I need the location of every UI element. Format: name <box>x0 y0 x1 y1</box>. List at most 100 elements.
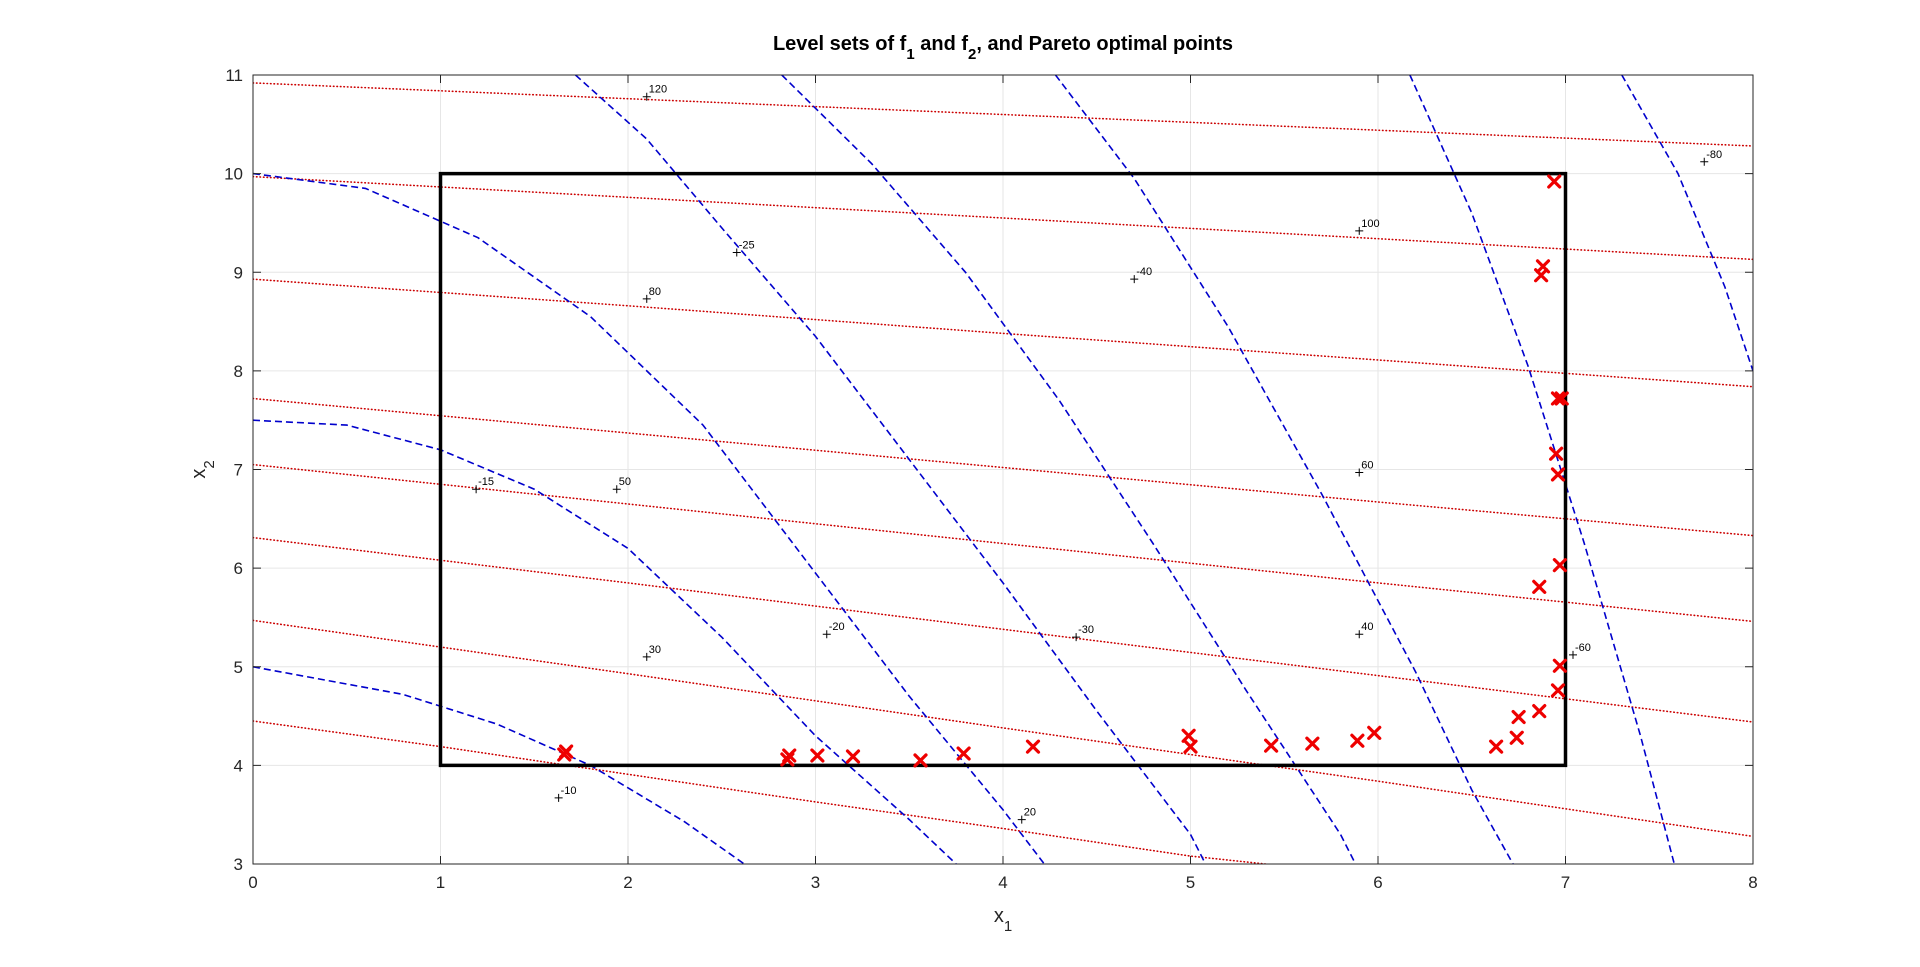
y-tick-label-5: 5 <box>234 658 243 677</box>
title-part-1: 1 <box>906 46 914 63</box>
x-tick-label-5: 5 <box>1186 873 1195 892</box>
pareto-point <box>1547 174 1562 189</box>
f2-contour-60 <box>253 397 1753 537</box>
f1-contour--10 <box>253 666 745 864</box>
contour-label-marker <box>1569 650 1577 659</box>
f1-contour--20 <box>253 172 1045 864</box>
contour-label-50: 50 <box>619 476 631 488</box>
y-tick-label-3: 3 <box>234 855 243 874</box>
x-tick-label-1: 1 <box>436 873 445 892</box>
pareto-point <box>1532 704 1547 719</box>
x-tick-label-6: 6 <box>1373 873 1382 892</box>
y-tick-label-10: 10 <box>224 165 243 184</box>
y-tick-label-4: 4 <box>234 756 243 775</box>
contour-label-30: 30 <box>649 644 661 656</box>
pareto-point <box>810 748 825 763</box>
f1-contour--80 <box>1621 75 1753 372</box>
y-tick-label-7: 7 <box>234 461 243 480</box>
x-tick-label-8: 8 <box>1748 873 1757 892</box>
contour-label-marker <box>732 248 741 257</box>
contour-label--60: -60 <box>1575 642 1591 654</box>
pareto-point <box>1305 736 1320 751</box>
pareto-point <box>1550 391 1566 406</box>
contour-label-marker <box>472 485 481 494</box>
f1-contour--25 <box>574 75 1207 864</box>
f2-contour-80 <box>253 278 1753 388</box>
x-tick-label-4: 4 <box>998 873 1007 892</box>
pareto-point <box>1550 467 1566 482</box>
x-tick-label-0: 0 <box>248 873 257 892</box>
pareto-point <box>559 744 574 759</box>
pareto-point <box>956 746 971 761</box>
pareto-point <box>1554 391 1569 406</box>
pareto-points <box>557 174 1569 768</box>
contour-label-20: 20 <box>1024 807 1036 819</box>
contour-label-marker <box>1700 157 1709 166</box>
pareto-point <box>1025 739 1041 754</box>
contour-labels: -10 -15 -20 -25 -30 -40 -60 -80 20 30 40 50 60 80 100 1… <box>472 84 1722 824</box>
contour-label-marker <box>1072 633 1081 642</box>
contour-label-marker <box>554 793 563 802</box>
contour-label--80: -80 <box>1706 149 1722 161</box>
pareto-point <box>1489 739 1504 754</box>
pareto-point <box>1264 738 1279 753</box>
contour-label-120: 120 <box>649 84 667 96</box>
feasible-box-rect <box>438 171 1568 768</box>
contour-label--10: -10 <box>561 785 577 797</box>
y-tick-label-11: 11 <box>225 66 243 85</box>
contour-label-80: 80 <box>649 286 661 298</box>
contour-label--15: -15 <box>478 476 494 488</box>
pareto-point <box>1552 558 1567 573</box>
axis-ticks: 0 1 2 3 4 5 6 7 8 3 4 5 6 7 8 9 10 11 <box>224 66 1758 892</box>
contour-label-marker <box>1130 275 1139 284</box>
title-part-2: and f <box>915 33 969 55</box>
contour-label-marker <box>612 485 621 494</box>
contour-label--20: -20 <box>829 621 845 633</box>
pareto-point <box>1535 259 1551 274</box>
pareto-point <box>913 753 928 768</box>
y-tick-label-6: 6 <box>234 559 243 578</box>
contour-label-marker <box>1355 226 1364 235</box>
contour-label-marker <box>1017 815 1026 824</box>
x-axis-label: x1 <box>994 905 1012 935</box>
y-tick-label-9: 9 <box>234 263 243 282</box>
pareto-point <box>1549 446 1564 461</box>
contour-label-marker <box>1355 468 1364 477</box>
contour-label-marker <box>642 92 651 101</box>
x-tick-label-3: 3 <box>811 873 820 892</box>
contour-label-marker <box>1355 630 1364 639</box>
y-label-main: x <box>188 469 210 479</box>
x-label-main: x <box>994 905 1004 927</box>
contour-label-marker <box>822 630 831 639</box>
contour-label--30: -30 <box>1078 624 1094 636</box>
contour-label-40: 40 <box>1361 621 1373 633</box>
pareto-point <box>845 749 861 764</box>
contour-label--40: -40 <box>1136 266 1152 278</box>
pareto-point <box>1509 730 1524 745</box>
f1-contour--40 <box>1054 75 1514 864</box>
pareto-point <box>1183 739 1198 754</box>
pareto-point <box>1550 683 1566 698</box>
feasible-box <box>438 171 1568 768</box>
y-axis-label: x2 <box>188 460 218 478</box>
f2-contour-40 <box>253 536 1753 723</box>
contour-label--25: -25 <box>739 240 755 252</box>
title-part-3: 2 <box>968 46 976 63</box>
y-tick-label-8: 8 <box>234 362 243 381</box>
contour-label-60: 60 <box>1361 459 1373 471</box>
f2-contour-50 <box>253 463 1753 623</box>
x-tick-label-7: 7 <box>1561 873 1570 892</box>
x-label-sub: 1 <box>1004 918 1012 935</box>
pareto-point <box>1181 728 1196 743</box>
x-tick-label-2: 2 <box>623 873 632 892</box>
title-part-4: , and Pareto optimal points <box>976 33 1233 55</box>
pareto-point <box>782 748 797 763</box>
contour-label-marker <box>642 294 651 303</box>
pareto-point <box>1511 709 1526 725</box>
pareto-point <box>1350 733 1365 748</box>
contour-label-100: 100 <box>1361 218 1379 230</box>
f1-contour--30 <box>781 75 1357 864</box>
title-part-0: Level sets of f <box>773 33 907 55</box>
